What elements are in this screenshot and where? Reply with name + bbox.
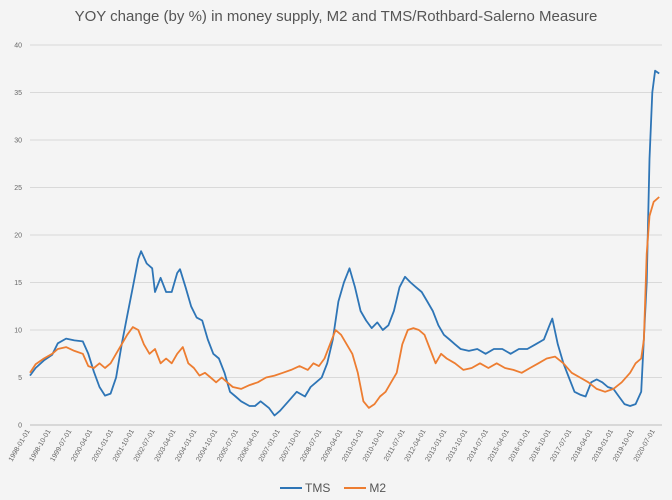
x-tick-label-23: 2015-04-01 — [487, 428, 511, 463]
x-tick-label-5: 2001-10-01 — [112, 428, 136, 463]
x-tick-label-14: 2008-07-01 — [299, 428, 323, 463]
x-tick-label-8: 2004-01-01 — [174, 428, 198, 463]
x-tick-label-22: 2014-07-01 — [466, 428, 490, 463]
y-tick-label-10: 10 — [14, 328, 22, 335]
y-tick-label-35: 35 — [14, 90, 22, 97]
x-tick-label-24: 2016-01-01 — [508, 428, 532, 463]
legend-label-tms: TMS — [305, 481, 331, 495]
x-tick-label-12: 2007-01-01 — [258, 428, 282, 463]
x-tick-label-20: 2013-01-01 — [424, 428, 448, 463]
x-tick-label-29: 2019-10-01 — [612, 428, 636, 463]
y-tick-label-20: 20 — [14, 233, 22, 240]
y-tick-label-40: 40 — [14, 43, 22, 50]
legend-swatch-tms — [280, 487, 302, 489]
x-tick-label-6: 2002-07-01 — [133, 428, 157, 463]
x-tick-label-26: 2017-07-01 — [549, 428, 573, 463]
x-tick-label-13: 2007-10-01 — [279, 428, 303, 463]
x-tick-label-15: 2009-04-01 — [320, 428, 344, 463]
legend-item-m2: M2 — [344, 481, 386, 495]
x-tick-label-9: 2004-10-01 — [195, 428, 219, 463]
x-tick-label-2: 1999-07-01 — [49, 428, 73, 463]
y-tick-label-5: 5 — [18, 375, 22, 382]
x-tick-label-4: 2001-01-01 — [91, 428, 115, 463]
y-tick-label-15: 15 — [14, 280, 22, 287]
legend-label-m2: M2 — [369, 481, 387, 495]
x-tick-label-16: 2010-01-01 — [341, 428, 365, 463]
x-tick-label-28: 2019-01-01 — [591, 428, 615, 463]
chart-legend: TMS M2 — [280, 481, 386, 495]
y-tick-label-0: 0 — [18, 423, 22, 430]
series-line-m2 — [29, 196, 660, 409]
x-tick-label-3: 2000-04-01 — [70, 428, 94, 463]
x-tick-label-19: 2012-04-01 — [404, 428, 428, 463]
y-tick-label-30: 30 — [14, 138, 22, 145]
legend-item-tms: TMS — [280, 481, 330, 495]
x-tick-label-21: 2013-10-01 — [445, 428, 469, 463]
x-tick-label-0: 1998-01-01 — [8, 428, 32, 463]
x-tick-label-10: 2005-07-01 — [216, 428, 240, 463]
chart-title: YOY change (by %) in money supply, M2 an… — [74, 8, 598, 25]
x-tick-label-30: 2020-07-01 — [633, 428, 657, 463]
x-tick-label-1: 1998-10-01 — [29, 428, 53, 463]
x-tick-label-11: 2006-04-01 — [237, 428, 261, 463]
y-tick-label-25: 25 — [14, 185, 22, 192]
x-tick-label-25: 2016-10-01 — [529, 428, 553, 463]
x-tick-label-17: 2010-10-01 — [362, 428, 386, 463]
x-tick-label-27: 2018-04-01 — [570, 428, 594, 463]
x-tick-label-7: 2003-04-01 — [154, 428, 178, 463]
legend-swatch-m2 — [344, 487, 367, 489]
x-tick-label-18: 2011-07-01 — [383, 428, 407, 462]
series-line-tms — [29, 69, 660, 417]
